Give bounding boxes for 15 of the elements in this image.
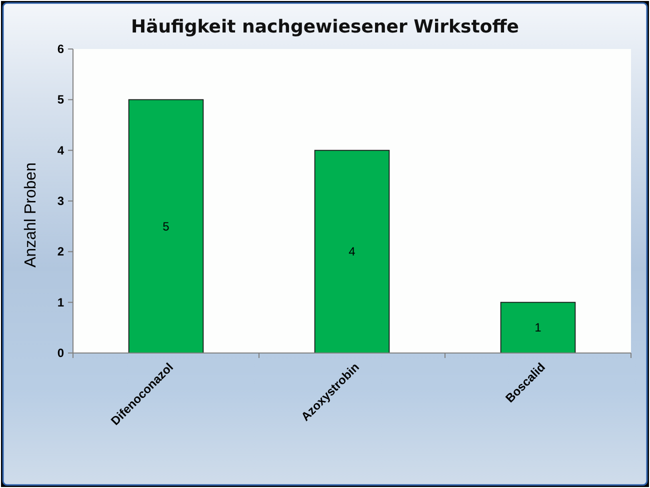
y-tick-label: 0 bbox=[57, 346, 64, 360]
bar bbox=[128, 99, 204, 354]
data-label: 1 bbox=[534, 320, 542, 335]
y-tick-label: 6 bbox=[57, 42, 64, 56]
y-tick-label: 1 bbox=[57, 295, 64, 310]
data-label: 5 bbox=[162, 219, 170, 234]
y-tick-label: 4 bbox=[57, 143, 64, 158]
bar bbox=[314, 150, 390, 354]
data-label: 4 bbox=[348, 244, 356, 259]
y-axis-title: Anzahl Proben bbox=[22, 162, 40, 268]
chart-title: Häufigkeit nachgewiesener Wirkstoffe bbox=[131, 16, 519, 38]
y-tick-label: 2 bbox=[57, 244, 64, 259]
y-tick-label: 5 bbox=[57, 92, 64, 107]
bar bbox=[500, 302, 576, 354]
y-tick-label: 3 bbox=[57, 194, 64, 208]
